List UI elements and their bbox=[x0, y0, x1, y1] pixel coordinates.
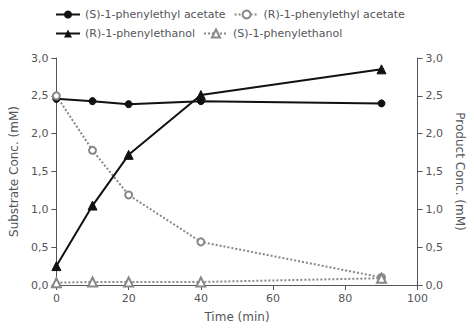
svg-text:2,5: 2,5 bbox=[426, 89, 444, 102]
svg-text:0: 0 bbox=[53, 292, 60, 305]
svg-text:(S)-1-phenylethyl acetate: (S)-1-phenylethyl acetate bbox=[85, 8, 226, 21]
svg-text:Product Conc. (mM): Product Conc. (mM) bbox=[453, 112, 467, 230]
svg-text:3,0: 3,0 bbox=[31, 52, 49, 65]
svg-text:1,0: 1,0 bbox=[31, 203, 49, 216]
svg-text:Time (min): Time (min) bbox=[203, 310, 269, 324]
svg-text:60: 60 bbox=[266, 292, 280, 305]
svg-text:1,0: 1,0 bbox=[426, 203, 444, 216]
svg-text:(S)-1-phenylethanol: (S)-1-phenylethanol bbox=[233, 27, 342, 40]
svg-text:100: 100 bbox=[407, 292, 428, 305]
svg-text:80: 80 bbox=[338, 292, 352, 305]
svg-text:0,0: 0,0 bbox=[426, 279, 444, 292]
svg-text:0,5: 0,5 bbox=[31, 241, 49, 254]
svg-text:(R)-1-phenylethyl acetate: (R)-1-phenylethyl acetate bbox=[264, 8, 405, 21]
svg-text:2,0: 2,0 bbox=[426, 127, 444, 140]
svg-text:3,0: 3,0 bbox=[426, 52, 444, 65]
svg-text:20: 20 bbox=[122, 292, 136, 305]
svg-text:Substrate Conc. (mM): Substrate Conc. (mM) bbox=[7, 106, 21, 237]
svg-text:2,5: 2,5 bbox=[31, 89, 49, 102]
svg-text:1,5: 1,5 bbox=[31, 165, 49, 178]
svg-text:(R)-1-phenylethanol: (R)-1-phenylethanol bbox=[85, 27, 195, 40]
svg-text:2,0: 2,0 bbox=[31, 127, 49, 140]
svg-text:40: 40 bbox=[194, 292, 208, 305]
svg-text:0,5: 0,5 bbox=[426, 241, 444, 254]
svg-text:0,0: 0,0 bbox=[31, 279, 49, 292]
svg-text:1,5: 1,5 bbox=[426, 165, 444, 178]
